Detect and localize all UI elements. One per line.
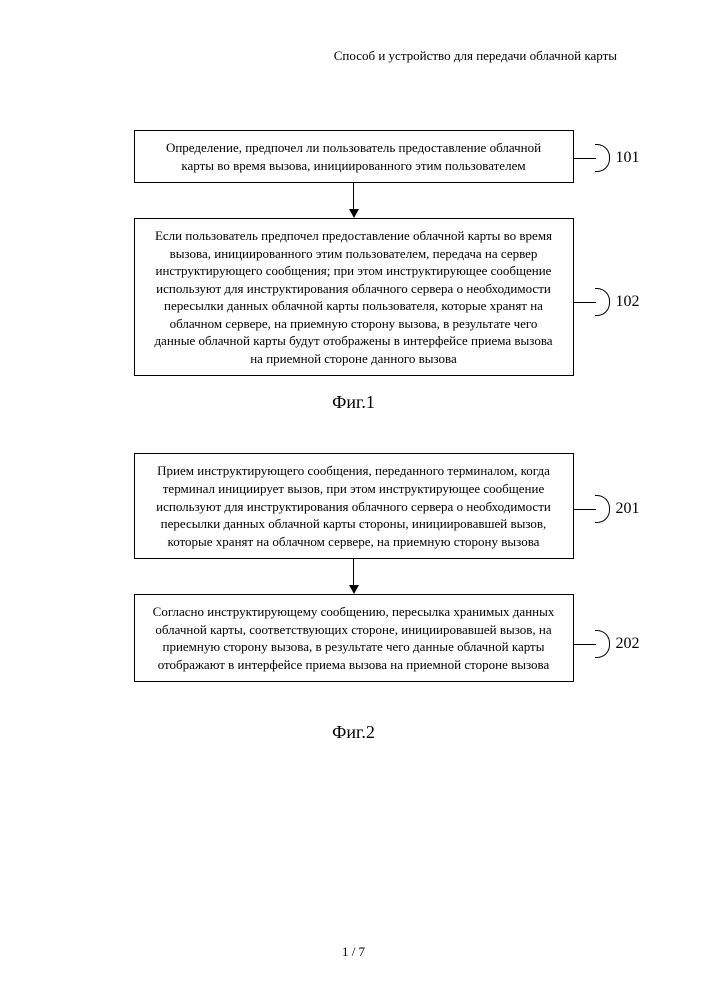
flow-node-202: Согласно инструктирующему сообщению, пер… <box>134 594 574 682</box>
figure-caption: Фиг.2 <box>89 722 619 743</box>
figure-2: Прием инструктирующего сообщения, переда… <box>89 453 619 743</box>
page-title: Способ и устройство для передачи облачно… <box>334 48 617 64</box>
page: Способ и устройство для передачи облачно… <box>0 0 707 1000</box>
arrow-down-icon <box>89 559 619 594</box>
callout-number: 102 <box>616 293 640 311</box>
arrow-shaft <box>353 183 354 209</box>
callout-202: 202 <box>574 630 640 658</box>
callout-stem <box>574 509 596 510</box>
callout-201: 201 <box>574 495 640 523</box>
arrow-head-icon <box>349 209 359 218</box>
arrow-shaft <box>353 559 354 585</box>
callout-102: 102 <box>574 288 640 316</box>
callout-hook <box>595 288 610 316</box>
figure-1: Определение, предпочел ли пользователь п… <box>89 130 619 413</box>
flow-node-201: Прием инструктирующего сообщения, переда… <box>134 453 574 559</box>
callout-stem <box>574 302 596 303</box>
figure-caption: Фиг.1 <box>89 392 619 413</box>
callout-number: 101 <box>616 149 640 167</box>
callout-number: 202 <box>616 635 640 653</box>
figures-area: Определение, предпочел ли пользователь п… <box>0 130 707 773</box>
flow-node-101: Определение, предпочел ли пользователь п… <box>134 130 574 183</box>
flow-node-row: Если пользователь предпочел предоставлен… <box>89 218 619 376</box>
callout-101: 101 <box>574 144 640 172</box>
flow-node-102: Если пользователь предпочел предоставлен… <box>134 218 574 376</box>
arrow-down-icon <box>89 183 619 218</box>
flow-node-row: Прием инструктирующего сообщения, переда… <box>89 453 619 559</box>
callout-stem <box>574 158 596 159</box>
flow-node-row: Согласно инструктирующему сообщению, пер… <box>89 594 619 682</box>
arrow-head-icon <box>349 585 359 594</box>
flow-node-row: Определение, предпочел ли пользователь п… <box>89 130 619 183</box>
callout-stem <box>574 644 596 645</box>
callout-hook <box>595 144 610 172</box>
callout-hook <box>595 495 610 523</box>
callout-hook <box>595 630 610 658</box>
callout-number: 201 <box>616 500 640 518</box>
page-number: 1 / 7 <box>0 944 707 960</box>
